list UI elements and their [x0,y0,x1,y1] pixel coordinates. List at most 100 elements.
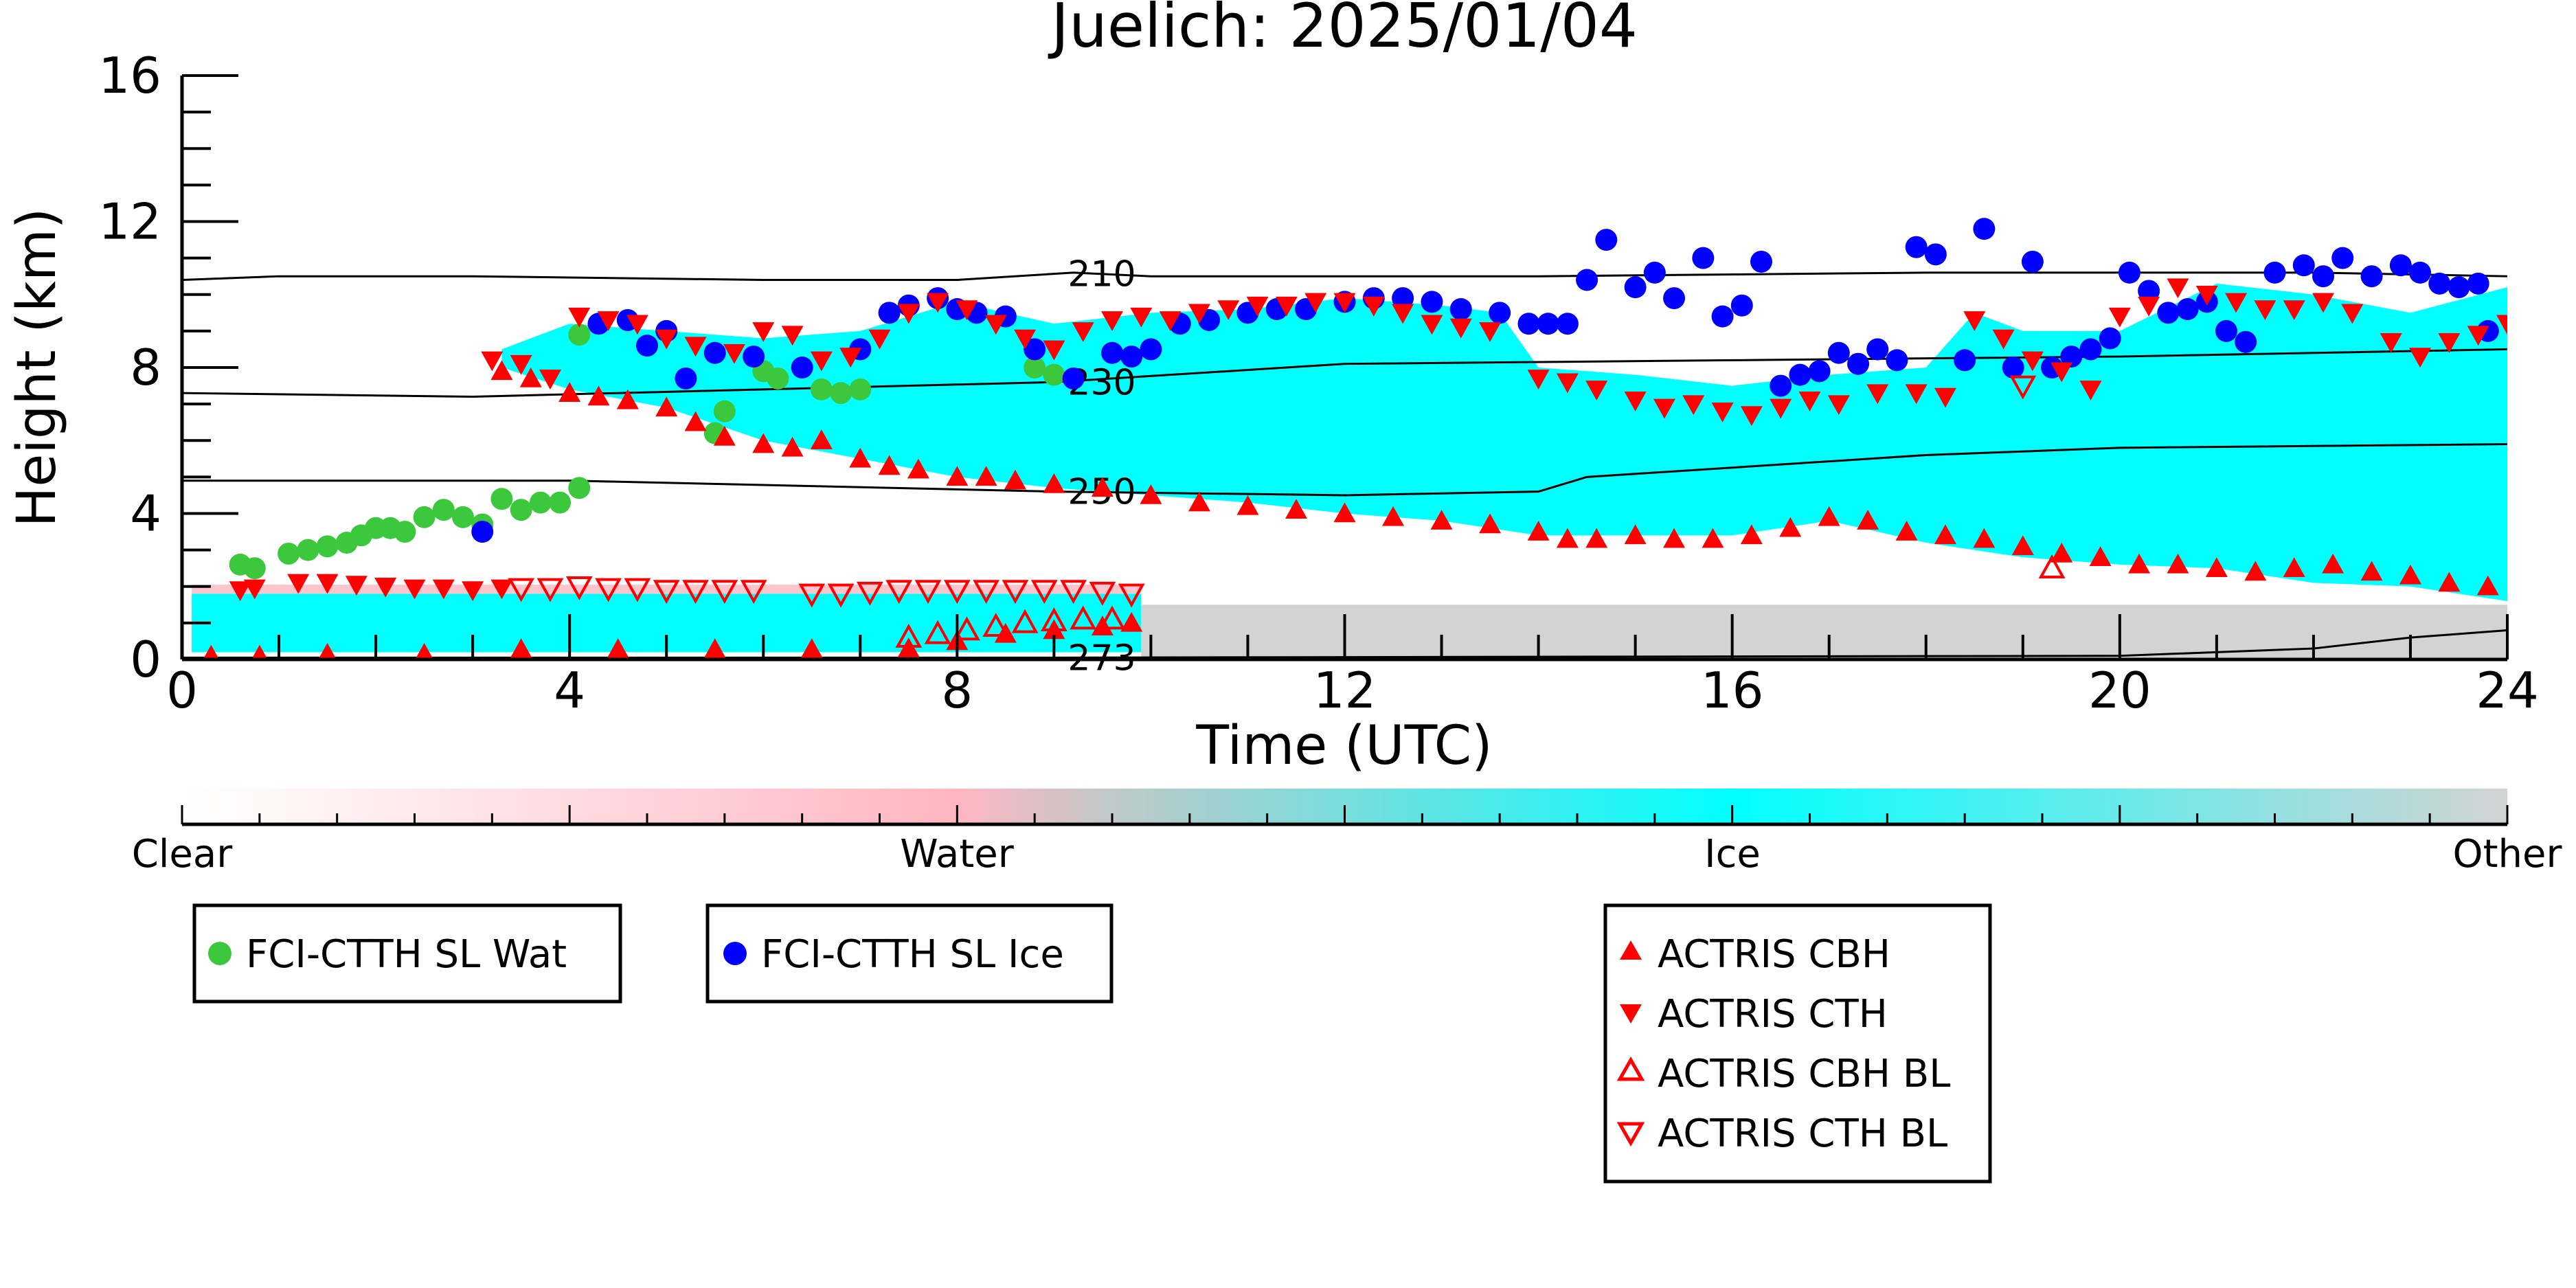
data-point [810,351,833,372]
data-point [2341,304,2364,324]
data-point [2399,564,2421,585]
data-point [1004,469,1026,490]
data-point [885,580,913,605]
legend-fci-ice: FCI-CTTH SL Ice [705,903,1114,1004]
legend-fci-water: FCI-CTTH SL Wat [192,903,622,1004]
data-point [508,578,535,602]
chart-title: Juelich: 2025/01/04 [1048,0,1638,61]
data-point [743,346,765,368]
data-point [587,385,610,406]
data-point [568,307,591,328]
data-point [1895,521,1918,541]
data-point [781,436,804,457]
data-point [800,638,824,659]
data-point [1905,236,1928,258]
data-point [1924,243,1947,266]
data-point [413,506,436,528]
data-point [2360,265,2383,288]
data-point [2138,296,2160,317]
data-point [536,578,564,602]
legend-frame [192,903,622,1004]
data-point [653,580,680,605]
data-point [1595,229,1618,251]
data-point [1043,473,1065,493]
data-point [2467,272,2489,295]
data-point [1866,384,1889,405]
data-point [1973,528,1996,548]
data-point [703,638,727,659]
data-point [595,578,622,602]
data-point [1449,318,1472,339]
x-axis-label: Time (UTC) [1195,715,1492,777]
legend-entry: ACTRIS CBH [1658,932,1890,977]
data-point [1014,329,1037,350]
data-point [1624,276,1647,299]
data-point [1479,513,1502,534]
data-point [1421,291,1443,313]
data-point [2496,315,2507,335]
colorbar-label-water: Water [900,832,1015,877]
x-tick-label: 12 [1313,662,1377,719]
data-point [849,447,872,468]
data-point [243,557,266,580]
data-point [2079,381,2102,400]
data-point [2283,557,2305,577]
data-point [1188,304,1210,324]
y-tick-label: 0 [130,631,161,688]
data-point [1043,363,1065,386]
data-point [1421,315,1443,335]
data-point [1333,293,1356,313]
data-point [2089,546,2112,567]
data-point [827,583,855,608]
data-point [2157,302,2180,324]
data-point [1070,605,1097,630]
data-point [675,367,697,389]
data-point [636,335,658,357]
legend-marker-green-circle [208,942,231,965]
data-point [975,466,997,486]
colorbar-label-clear: Clear [132,832,233,877]
data-point [1643,261,1666,284]
data-point [2254,300,2276,320]
data-point [781,326,804,346]
legend-entry: ACTRIS CTH [1658,992,1888,1037]
data-point [810,378,833,400]
data-point [565,576,593,600]
x-tick-label: 8 [941,662,973,719]
data-point [682,580,709,605]
data-point [510,499,532,521]
data-point [1517,313,1540,335]
data-point [914,580,942,605]
data-point [2038,554,2066,578]
data-point [1905,384,1928,405]
data-point [1011,609,1039,633]
data-point [1275,296,1298,317]
data-point [2099,327,2121,350]
data-point [529,491,552,514]
data-point [927,293,949,313]
data-point [1798,392,1821,411]
data-point [1730,294,1753,317]
data-point [2118,261,2140,284]
data-point [907,458,929,479]
data-point [1827,341,1850,364]
data-point [1285,499,1307,519]
data-point [1585,381,1608,400]
data-point [1808,360,1831,383]
legend-entry: ACTRIS CBH BL [1658,1052,1950,1096]
data-point [297,539,319,561]
data-point [471,521,494,543]
data-point [1140,484,1162,504]
x-tick-label: 20 [2088,662,2151,719]
data-point [1624,392,1647,411]
data-point [2108,307,2131,328]
data-point [723,343,745,364]
data-point [1449,298,1472,320]
data-point [2009,375,2037,400]
data-point [2215,319,2237,342]
colorbar: Clear Water Ice Other [132,789,2562,877]
data-point [802,643,822,659]
data-point [1072,322,1094,342]
data-point [953,616,980,641]
data-point [767,367,789,389]
